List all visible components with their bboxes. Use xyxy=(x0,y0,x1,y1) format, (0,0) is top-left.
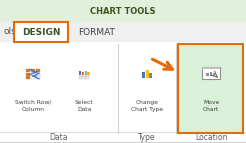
Bar xyxy=(82,75,86,77)
Bar xyxy=(82,72,84,75)
Text: ols: ols xyxy=(4,27,17,36)
Text: DESIGN: DESIGN xyxy=(22,28,60,37)
Bar xyxy=(0,42,246,143)
Bar xyxy=(178,44,243,133)
Bar xyxy=(35,73,40,76)
Bar xyxy=(210,72,212,76)
Bar xyxy=(86,75,89,77)
Text: Switch Row/
Column: Switch Row/ Column xyxy=(15,100,51,112)
Text: FORMAT: FORMAT xyxy=(78,28,115,37)
Text: Type: Type xyxy=(138,134,156,143)
Bar xyxy=(79,77,82,79)
Bar xyxy=(213,73,215,76)
Text: CHART TOOLS: CHART TOOLS xyxy=(90,7,156,16)
Bar xyxy=(26,73,30,76)
Text: Move
Chart: Move Chart xyxy=(203,100,219,112)
Bar xyxy=(79,75,82,77)
Bar xyxy=(26,76,30,79)
Bar xyxy=(85,71,87,75)
Bar xyxy=(0,0,246,22)
Bar xyxy=(146,70,149,78)
Bar xyxy=(0,22,246,42)
Bar xyxy=(86,77,89,79)
Bar xyxy=(202,67,220,69)
Bar xyxy=(31,69,35,72)
Bar xyxy=(206,73,209,76)
Bar xyxy=(35,76,40,79)
Text: Change
Chart Type: Change Chart Type xyxy=(131,100,163,112)
Bar xyxy=(26,69,30,72)
Bar xyxy=(35,69,40,72)
Bar xyxy=(82,77,86,79)
Bar xyxy=(79,70,81,75)
Text: Data: Data xyxy=(50,134,68,143)
Bar xyxy=(14,22,68,42)
Bar xyxy=(149,73,153,78)
Bar xyxy=(142,72,145,78)
Bar xyxy=(202,67,220,79)
Bar xyxy=(31,76,35,79)
Bar xyxy=(87,72,90,75)
Bar xyxy=(0,142,246,143)
Text: Location: Location xyxy=(195,134,227,143)
Bar xyxy=(31,73,35,76)
Text: Select
Data: Select Data xyxy=(75,100,93,112)
